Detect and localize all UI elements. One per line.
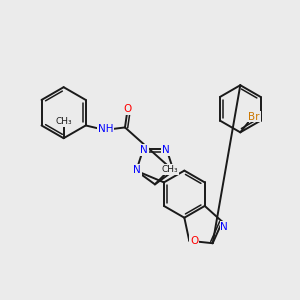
Text: CH₃: CH₃ <box>161 165 178 174</box>
Text: CH₃: CH₃ <box>55 117 72 126</box>
Text: N: N <box>140 145 148 155</box>
Text: N: N <box>162 145 169 155</box>
Text: NH: NH <box>98 124 113 134</box>
Text: N: N <box>133 165 141 175</box>
Text: O: O <box>190 236 198 246</box>
Text: O: O <box>124 104 132 114</box>
Text: N: N <box>220 222 228 232</box>
Text: Br: Br <box>248 112 260 122</box>
